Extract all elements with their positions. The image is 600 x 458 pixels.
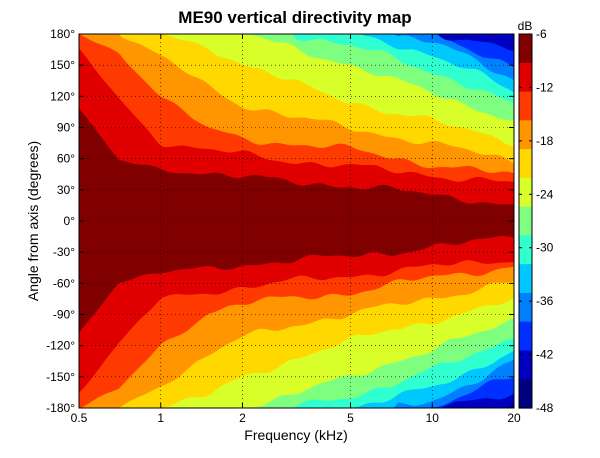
colorbar-segment	[519, 321, 532, 352]
chart-title: ME90 vertical directivity map	[178, 8, 411, 27]
colorbar-tick-label: -6	[536, 27, 547, 41]
colorbar-tick-label: -30	[536, 241, 554, 255]
colorbar-segment	[519, 177, 532, 208]
colorbar-tick-label: -12	[536, 80, 554, 94]
colorbar-tick-label: -18	[536, 134, 554, 148]
y-tick-label: -150°	[46, 370, 75, 384]
colorbar-segment	[519, 206, 532, 236]
contour-band--39-upper	[79, 34, 514, 51]
colorbar-tick-label: -24	[536, 187, 554, 201]
colorbar-tick-label: -42	[536, 348, 554, 362]
colorbar-segment	[519, 91, 532, 121]
x-tick-label: 0.5	[71, 411, 88, 425]
y-tick-label: 60°	[57, 152, 75, 166]
colorbar: -6 -12 -18 -24 -30 -36 -42 -48	[518, 27, 554, 415]
colorbar-tick-label: -48	[536, 401, 554, 415]
colorbar-segment	[519, 235, 532, 265]
y-tick-label: -60°	[53, 276, 75, 290]
colorbar-tick-label: -36	[536, 294, 554, 308]
contour-band--30-upper	[79, 34, 514, 93]
y-tick-label: 150°	[50, 58, 75, 72]
x-axis: 0.5 1 2 5 10 20	[71, 34, 521, 425]
y-axis: 180° 150° 120° 90° 60° 30° 0° -30° -60° -90° -120°…	[46, 27, 514, 415]
x-axis-label: Frequency (kHz)	[244, 427, 347, 443]
y-tick-label: -30°	[53, 245, 75, 259]
x-tick-label: 2	[239, 411, 246, 425]
y-tick-label: 120°	[50, 89, 75, 103]
y-tick-label: -90°	[53, 308, 75, 322]
y-tick-label: 30°	[57, 183, 75, 197]
contour-band--27-upper	[79, 34, 514, 104]
contour-layer	[79, 34, 514, 408]
colorbar-segment	[519, 62, 532, 93]
contour-band--39-lower	[79, 393, 514, 408]
grid-layer	[79, 34, 514, 408]
y-tick-label: 180°	[50, 27, 75, 41]
colorbar-segment	[519, 120, 532, 150]
y-tick-label: -120°	[46, 339, 75, 353]
y-tick-label: -180°	[46, 401, 75, 415]
x-tick-label: 5	[347, 411, 354, 425]
x-tick-label: 1	[157, 411, 164, 425]
y-tick-label: 90°	[57, 121, 75, 135]
colorbar-segment	[519, 350, 532, 380]
colorbar-frame	[518, 33, 533, 409]
colorbar-unit-label: dB	[518, 19, 533, 33]
y-axis-label: Angle from axis (degrees)	[25, 141, 41, 301]
contour-band--30-lower	[79, 350, 514, 408]
colorbar-segment	[519, 379, 532, 409]
colorbar-segment	[519, 149, 532, 179]
x-tick-label: 20	[507, 411, 521, 425]
colorbar-segment	[519, 292, 532, 323]
colorbar-segment	[519, 34, 532, 64]
contour-band--27-lower	[79, 338, 514, 408]
colorbar-segment	[519, 264, 532, 294]
x-tick-label: 10	[426, 411, 440, 425]
y-tick-label: 0°	[64, 214, 76, 228]
